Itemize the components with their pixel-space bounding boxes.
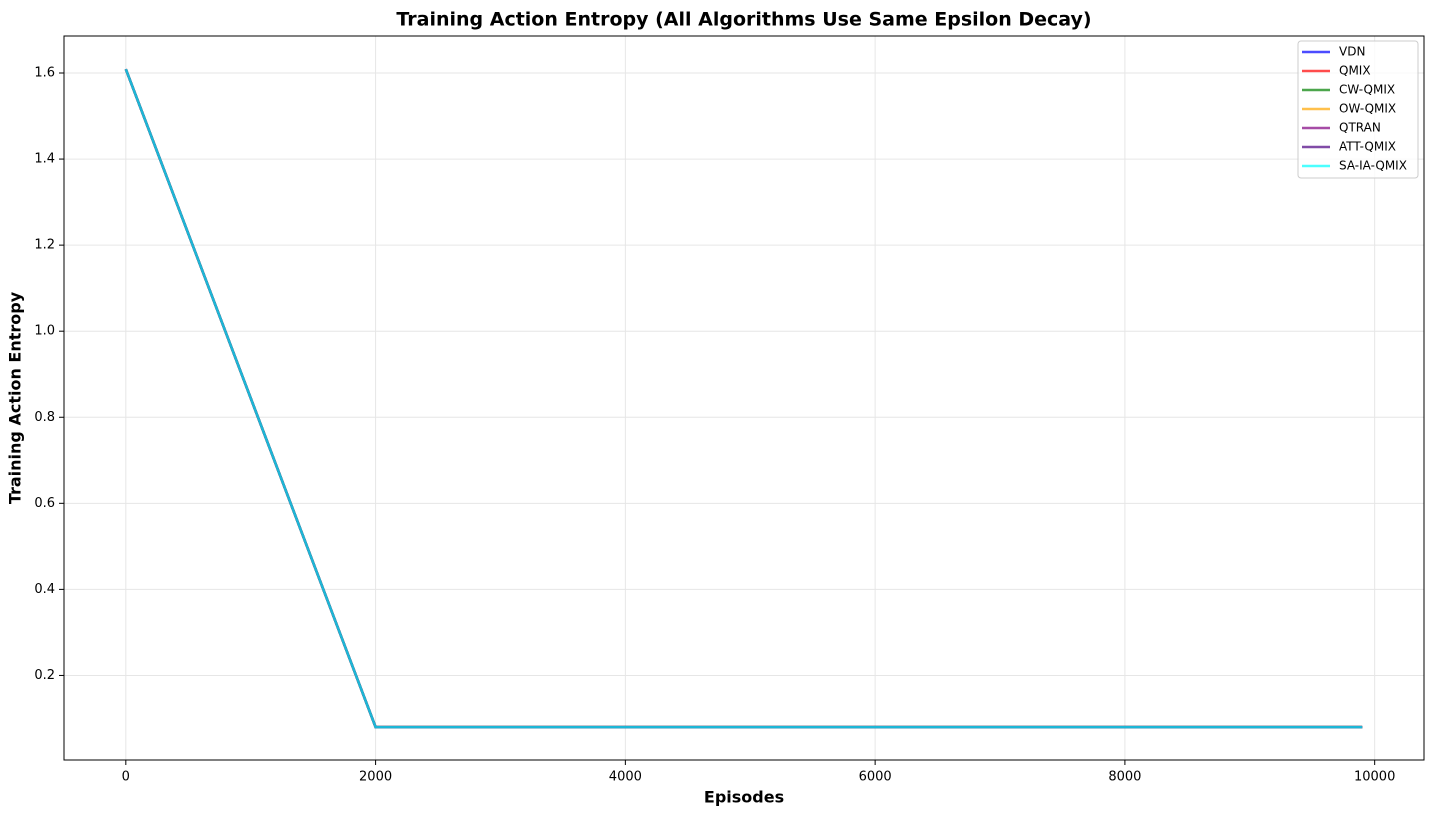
- chart-title: Training Action Entropy (All Algorithms …: [396, 9, 1091, 31]
- x-tick-label: 2000: [359, 770, 392, 785]
- x-tick-label: 0: [122, 770, 130, 785]
- y-tick-label: 1.0: [34, 324, 55, 339]
- x-tick-label: 6000: [859, 770, 892, 785]
- series-line: [124, 68, 1363, 729]
- plot-frame: [63, 35, 1425, 761]
- legend-label: CW-QMIX: [1339, 83, 1395, 97]
- y-tick-label: 0.2: [34, 668, 55, 683]
- legend-box: [1297, 40, 1419, 179]
- y-tick-label: 0.8: [34, 410, 55, 425]
- x-tick-label: 8000: [1108, 770, 1141, 785]
- x-axis-label: Episodes: [704, 788, 784, 807]
- y-tick-label: 1.2: [34, 238, 55, 253]
- series-line: [124, 68, 1363, 729]
- legend-label: ATT-QMIX: [1339, 140, 1396, 154]
- legend-label: QMIX: [1339, 64, 1371, 78]
- y-tick-label: 1.4: [34, 152, 55, 167]
- y-tick-label: 1.6: [34, 66, 55, 81]
- legend-label: SA-IA-QMIX: [1339, 159, 1407, 173]
- legend-label: VDN: [1339, 45, 1365, 59]
- legend-label: QTRAN: [1339, 121, 1381, 135]
- y-axis-label: Training Action Entropy: [6, 291, 25, 504]
- legend-label: OW-QMIX: [1339, 102, 1396, 116]
- series-line: [124, 68, 1363, 729]
- x-tick-label: 10000: [1354, 770, 1395, 785]
- x-tick-label: 4000: [609, 770, 642, 785]
- y-tick-label: 0.4: [34, 582, 55, 597]
- series-line: [124, 68, 1363, 729]
- series-line: [124, 68, 1363, 729]
- series-line: [124, 68, 1363, 729]
- series-line: [124, 68, 1363, 729]
- y-tick-label: 0.6: [34, 496, 55, 511]
